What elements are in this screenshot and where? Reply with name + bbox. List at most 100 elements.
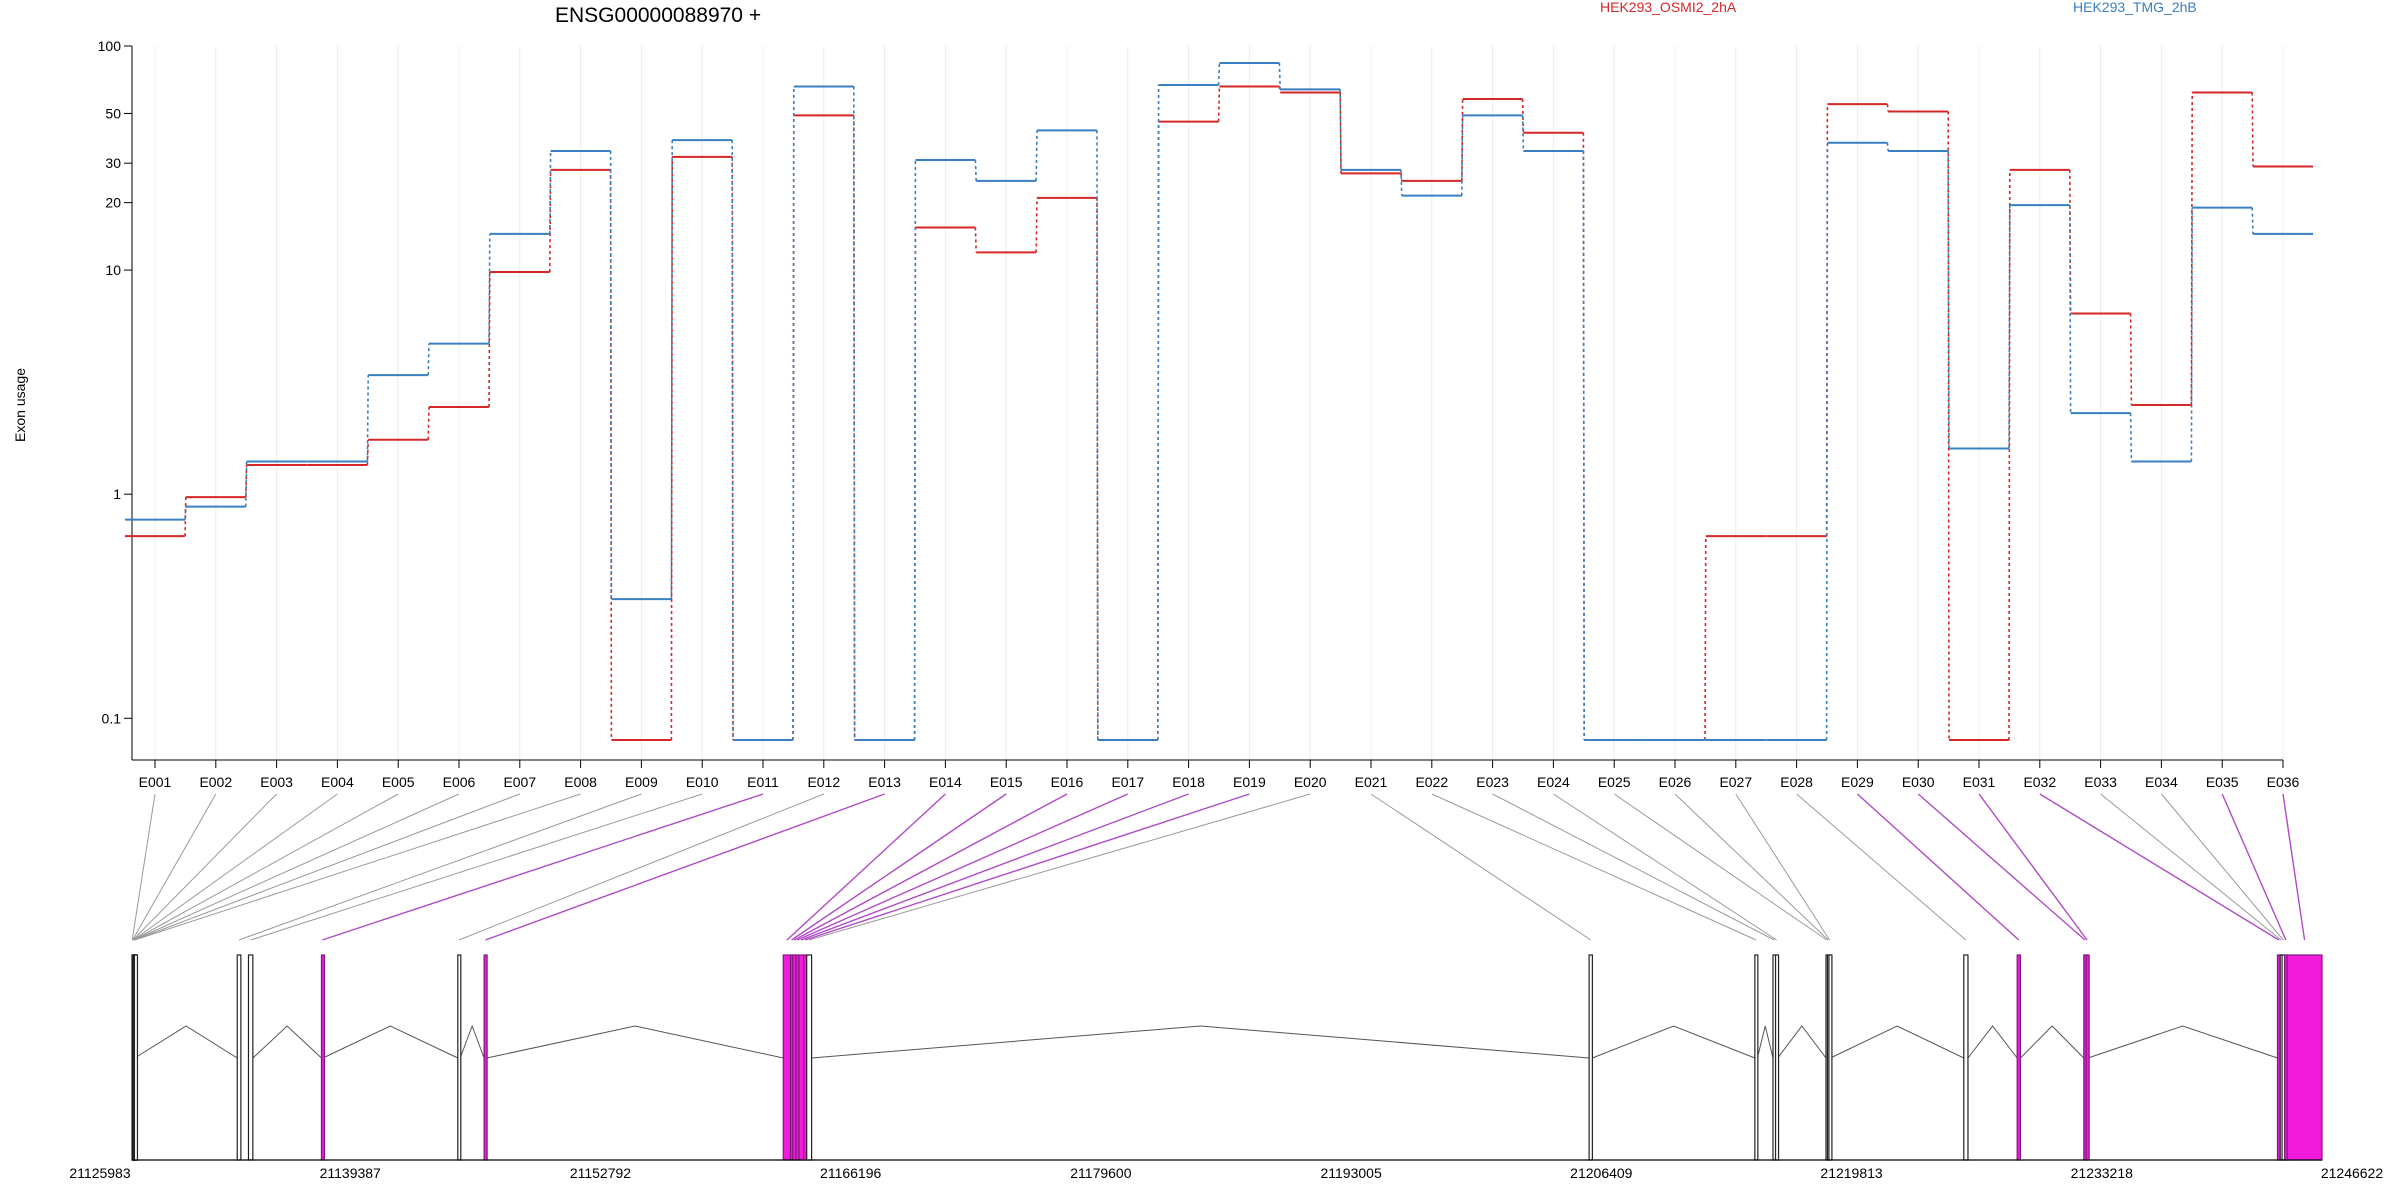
series-2-link-E017 xyxy=(1157,84,1160,741)
x-tick-label-E017: E017 xyxy=(1111,774,1144,790)
connector-E028 xyxy=(1796,793,1967,941)
x-tick-label-E033: E033 xyxy=(2084,774,2117,790)
connector-E002 xyxy=(132,793,217,941)
series-2-link-E034 xyxy=(2190,207,2193,462)
exon-box-E029 xyxy=(2016,954,2022,1161)
connector-E003 xyxy=(132,793,277,941)
series-1-link-E010 xyxy=(731,156,734,741)
intron-13 xyxy=(2087,1025,2278,1059)
connector-E032 xyxy=(2039,793,2280,941)
series-1-link-E007 xyxy=(549,169,552,273)
series-2-link-E013 xyxy=(913,159,917,741)
connector-E036 xyxy=(2282,793,2306,941)
y-tick-label-10: 10 xyxy=(105,262,121,278)
series-1-link-E015 xyxy=(1035,197,1038,253)
connector-E014 xyxy=(786,793,946,941)
exon-box-E013 xyxy=(483,954,488,1161)
x-tick-label-E018: E018 xyxy=(1172,774,1205,790)
series-1-link-E013 xyxy=(913,227,917,741)
series-2-link-E010 xyxy=(731,140,734,741)
x-tick-label-E009: E009 xyxy=(625,774,658,790)
series-HEK293_OSMI2_2hA xyxy=(125,85,2313,741)
series-1-link-E004 xyxy=(366,439,369,466)
connector-E019 xyxy=(804,793,1250,941)
series-2-link-E004 xyxy=(366,375,369,462)
x-tick-label-E011: E011 xyxy=(747,774,779,790)
series-2-link-E031 xyxy=(2008,205,2011,449)
genomic-tick-label-21125983: 21125983 xyxy=(69,1165,130,1181)
connector-E007 xyxy=(134,793,520,941)
series-2-link-E032 xyxy=(2069,205,2072,414)
series-2-link-E011 xyxy=(792,86,795,741)
x-tick-label-E006: E006 xyxy=(443,774,476,790)
connector-E004 xyxy=(132,793,338,941)
exon-box-E031 xyxy=(2085,954,2090,1161)
x-tick-label-E013: E013 xyxy=(868,774,901,790)
series-1-link-E026 xyxy=(1704,536,1707,741)
series-2-link-E021 xyxy=(1400,169,1403,196)
series-2-link-E030 xyxy=(1947,150,1950,449)
exon-box-E022 xyxy=(1754,954,1759,1161)
series-2-link-E020 xyxy=(1339,89,1342,170)
y-tick-label-50: 50 xyxy=(105,105,121,121)
x-tick-label-E031: E031 xyxy=(1963,774,1996,790)
series-2-link-E022 xyxy=(1461,115,1464,196)
exon-box-E024 xyxy=(1774,954,1780,1161)
x-tick-label-E001: E001 xyxy=(139,774,172,790)
x-tick-label-E028: E028 xyxy=(1780,774,1813,790)
connector-E006 xyxy=(133,793,460,941)
x-tick-label-E019: E019 xyxy=(1233,774,1266,790)
connector-E010 xyxy=(250,793,703,941)
x-tick-label-E012: E012 xyxy=(807,774,840,790)
exon-box-E036 xyxy=(2286,954,2323,1161)
y-tick-label-1: 1 xyxy=(113,486,121,502)
x-tick-label-E032: E032 xyxy=(2023,774,2056,790)
series-2-link-E028 xyxy=(1825,142,1829,741)
series-1-link-E022 xyxy=(1461,99,1464,181)
legend-label-series-2: HEK293_TMG_2hB xyxy=(2073,0,2197,15)
exon-box-E014 xyxy=(782,954,792,1161)
connector-E011 xyxy=(321,793,764,941)
intron-10 xyxy=(1830,1025,1965,1059)
series-2-link-E024 xyxy=(1582,150,1585,741)
series-2-link-E001 xyxy=(184,506,187,520)
x-tick-label-E003: E003 xyxy=(260,774,293,790)
x-tick-label-E020: E020 xyxy=(1294,774,1327,790)
connector-E029 xyxy=(1856,793,2020,941)
series-2-link-E007 xyxy=(549,150,552,234)
series-1-link-E020 xyxy=(1339,92,1342,174)
chart-title: ENSG00000088970 + xyxy=(555,4,761,27)
connector-E033 xyxy=(2100,793,2282,941)
x-tick-label-E025: E025 xyxy=(1598,774,1631,790)
x-tick-label-E010: E010 xyxy=(686,774,719,790)
series-2-link-E016 xyxy=(1096,130,1099,741)
y-tick-label-20: 20 xyxy=(105,195,121,211)
x-tick-label-E005: E005 xyxy=(382,774,415,790)
series-2-link-E005 xyxy=(427,343,430,376)
series-1-link-E005 xyxy=(427,406,430,440)
connector-E017 xyxy=(797,793,1129,941)
series-1-link-E006 xyxy=(488,272,491,407)
series-1-link-E018 xyxy=(1217,86,1221,122)
connector-E012 xyxy=(458,793,824,941)
x-tick-label-E035: E035 xyxy=(2206,774,2239,790)
intron-3 xyxy=(322,1025,459,1059)
x-tick-label-E002: E002 xyxy=(199,774,232,790)
connector-E022 xyxy=(1431,793,1757,941)
x-axis: E001 E002 E003 E004 E005 E006 E007 E008 E009 E010… xyxy=(132,759,2300,790)
series-2-link-E008 xyxy=(609,150,613,600)
series-1-link-E008 xyxy=(609,169,613,741)
connector-E018 xyxy=(801,793,1189,941)
intron-2 xyxy=(252,1025,322,1059)
exon-box-E021 xyxy=(1588,954,1593,1161)
connector-E027 xyxy=(1735,793,1831,941)
genomic-tick-label-21152792: 21152792 xyxy=(570,1165,631,1181)
series-2-link-E035 xyxy=(2251,207,2254,234)
exon-box-E012 xyxy=(457,954,462,1161)
connector-E001 xyxy=(131,793,156,941)
intron-4 xyxy=(459,1024,485,1059)
connector-E030 xyxy=(1917,793,2086,941)
x-tick-label-E015: E015 xyxy=(990,774,1023,790)
series-2-link-E012 xyxy=(852,86,856,741)
